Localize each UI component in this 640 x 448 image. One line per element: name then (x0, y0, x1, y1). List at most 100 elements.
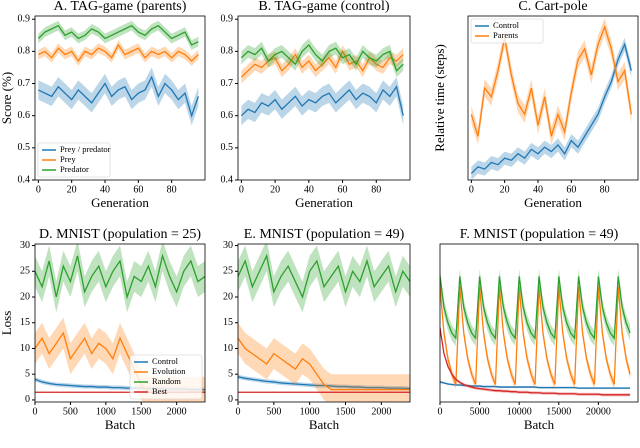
y-tick-label: 0 (25, 394, 30, 405)
x-tick-label: 15000 (546, 406, 571, 417)
panel: C. Cart-pole Generation Relative time (ste… (432, 0, 639, 210)
error-band (241, 77, 404, 126)
axes-frame (439, 243, 639, 403)
error-band (440, 268, 631, 346)
x-tick-label: 1500 (131, 406, 151, 417)
x-axis-label: Generation (295, 195, 353, 210)
y-tick-label: 25 (223, 266, 233, 277)
panel: B. TAG-game (control) Generation 0 20 40 60 80… (221, 0, 411, 210)
x-tick-label: 60 (338, 184, 348, 195)
series-line (238, 337, 410, 391)
legend-box (129, 354, 203, 400)
series-line (38, 75, 199, 118)
axes-frame (34, 15, 206, 181)
x-tick-label: 80 (600, 184, 610, 195)
x-tick-label: 20 (67, 184, 77, 195)
legend-label: Control (493, 20, 520, 30)
series-line (440, 276, 631, 340)
series-line (470, 42, 632, 174)
y-tick-label: 0.5 (221, 142, 234, 153)
x-tick-label: 0 (469, 184, 474, 195)
y-axis-label: Loss (0, 311, 14, 336)
panel-title: E. MNIST (population = 49) (244, 227, 405, 242)
error-band (471, 37, 632, 180)
panel: A. TAG-game (parents) Generation Score (%)… (0, 0, 206, 210)
x-tick-label: 0 (236, 406, 241, 417)
x-tick-label: 80 (371, 184, 381, 195)
x-tick-label: 0 (438, 406, 443, 417)
y-tick-label: 15 (223, 317, 233, 328)
series-line (35, 253, 205, 300)
y-tick-label: 0.6 (18, 110, 31, 121)
y-tick-label: 5 (25, 369, 30, 380)
y-tick-label: 0.9 (18, 14, 31, 25)
panel-title: D. MNIST (population = 25) (39, 227, 201, 242)
series-line (440, 381, 631, 389)
y-tick-label: 0.7 (18, 78, 31, 89)
y-tick-label: 10 (223, 343, 233, 354)
y-tick-label: 0.4 (221, 174, 234, 185)
y-tick-label: 15 (20, 317, 30, 328)
y-tick-label: 0.8 (221, 46, 234, 57)
x-tick-label: 5000 (470, 406, 490, 417)
x-tick-label: 60 (566, 184, 576, 195)
panel-title: A. TAG-game (parents) (54, 0, 187, 14)
panel: E. MNIST (population = 49) Batch 0 500 1000 1… (223, 227, 411, 432)
x-axis-label: Batch (309, 417, 340, 432)
x-tick-label: 60 (133, 184, 143, 195)
error-band (35, 244, 205, 313)
plot-area (440, 268, 631, 397)
series-line (240, 43, 404, 72)
series-line (440, 327, 631, 396)
x-tick-label: 0 (36, 184, 41, 195)
error-band (238, 322, 410, 402)
plot-area (238, 244, 410, 402)
legend-label: Predator (60, 164, 89, 174)
legend-label: Control (152, 356, 179, 366)
legend-box (37, 142, 111, 178)
series-line (238, 376, 410, 390)
error-band (440, 281, 631, 390)
x-tick-label: 80 (167, 184, 177, 195)
series-line (440, 286, 631, 385)
x-tick-label: 40 (533, 184, 543, 195)
y-tick-label: 0.6 (221, 110, 234, 121)
x-tick-label: 500 (266, 406, 281, 417)
series-line (38, 43, 199, 63)
error-band (238, 374, 410, 391)
y-axis-label: Score (%) (0, 72, 14, 124)
y-tick-label: 0 (228, 394, 233, 405)
x-tick-label: 1000 (300, 406, 320, 417)
series-line (238, 253, 410, 299)
axes-frame (237, 243, 411, 403)
x-tick-label: 20 (500, 184, 510, 195)
panel-title: F. MNIST (population = 49) (460, 227, 619, 242)
legend-label: Prey / predator (60, 144, 111, 154)
panel-title: C. Cart-pole (518, 0, 587, 14)
y-tick-label: 0.7 (221, 78, 234, 89)
y-tick-label: 0.5 (18, 142, 31, 153)
panel: F. MNIST (population = 49) Batch 0 5000 1000… (438, 227, 639, 432)
x-axis-label: Batch (524, 417, 555, 432)
y-tick-label: 30 (20, 240, 30, 251)
y-tick-label: 0.9 (221, 14, 234, 25)
x-axis-label: Generation (91, 195, 149, 210)
x-tick-label: 500 (63, 406, 78, 417)
legend-box (470, 18, 544, 44)
x-tick-label: 2000 (167, 406, 187, 417)
legend-label: Best (152, 386, 168, 396)
axes-frame (34, 243, 206, 403)
x-tick-label: 1500 (336, 406, 356, 417)
legend-label: Parents (493, 30, 518, 40)
y-tick-label: 25 (20, 266, 30, 277)
y-tick-label: 30 (223, 240, 233, 251)
x-tick-label: 1000 (96, 406, 116, 417)
panel-title: B. TAG-game (control) (258, 0, 390, 14)
panel: D. MNIST (population = 25) Batch Loss 0 500 1… (0, 227, 206, 432)
y-tick-label: 0.4 (18, 174, 31, 185)
error-band (241, 38, 404, 78)
y-tick-label: 20 (20, 291, 30, 302)
x-tick-label: 0 (33, 406, 38, 417)
y-tick-label: 5 (228, 369, 233, 380)
